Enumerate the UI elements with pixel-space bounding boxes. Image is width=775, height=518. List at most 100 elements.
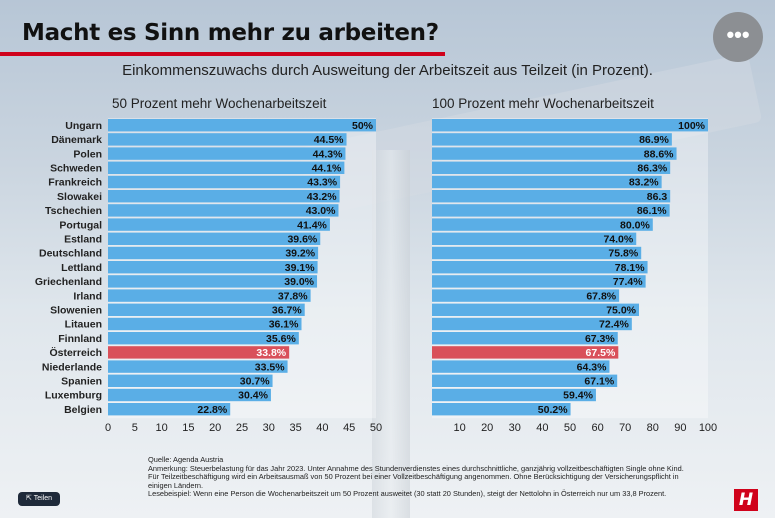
category-label-10: Lettland [61,262,102,274]
right-bar-0 [432,119,708,132]
right-value-label-6: 86.1% [637,205,667,217]
category-label-12: Irland [73,290,102,302]
brand-logo: H [734,489,758,511]
category-label-2: Polen [73,148,102,160]
right-xtick-4: 50 [564,422,576,434]
left-value-label-13: 36.7% [272,305,302,317]
left-bar-15 [108,332,299,345]
left-xtick-10: 50 [370,422,382,434]
left-xtick-9: 45 [343,422,355,434]
left-bar-7 [108,218,330,231]
right-bar-15 [432,332,618,345]
left-value-label-15: 35.6% [266,333,296,345]
right-value-label-4: 83.2% [629,177,659,189]
left-xtick-1: 5 [132,422,138,434]
right-xtick-6: 70 [619,422,631,434]
left-value-label-14: 36.1% [269,319,299,331]
left-bar-16 [108,346,290,359]
left-xtick-4: 20 [209,422,221,434]
right-value-label-1: 86.9% [639,134,669,146]
bar-chart: 50% Ungarn 44.5% Dänemark 44.3% Polen 44.1% Sch… [35,118,717,434]
page-title: Macht es Sinn mehr zu arbeiten? [22,20,439,46]
more-menu-button[interactable]: ••• [713,12,763,62]
left-value-label-3: 44.1% [312,163,342,175]
right-xtick-0: 10 [453,422,465,434]
right-value-label-16: 67.5% [586,347,616,359]
left-value-label-2: 44.3% [313,148,343,160]
left-bar-3 [108,161,345,174]
share-icon: ⇱ [26,495,34,502]
left-xtick-8: 40 [316,422,328,434]
right-bar-14 [432,317,632,331]
category-label-15: Finnland [58,333,102,345]
category-label-0: Ungarn [65,120,102,132]
left-bar-12 [108,289,311,302]
right-xtick-8: 90 [674,422,686,434]
right-value-label-14: 72.4% [599,319,629,331]
right-xtick-3: 40 [536,422,548,434]
right-bar-5 [432,190,671,203]
right-value-label-15: 67.3% [585,333,615,345]
left-value-label-1: 44.5% [314,134,344,146]
left-bar-18 [108,374,273,387]
category-label-19: Luxemburg [45,390,102,402]
category-label-9: Deutschland [39,248,102,260]
category-label-14: Litauen [65,319,102,331]
category-label-11: Griechenland [35,276,102,288]
right-value-label-18: 67.1% [584,376,614,388]
right-bar-13 [432,303,639,316]
category-label-13: Slowenien [50,305,102,317]
left-value-label-4: 43.3% [307,177,337,189]
chart-subtitle: Einkommenszuwachs durch Ausweitung der A… [122,62,653,79]
left-value-label-9: 39.2% [285,248,315,260]
right-value-label-11: 77.4% [613,276,643,288]
right-value-label-12: 67.8% [586,290,616,302]
left-value-label-19: 30.4% [238,390,268,402]
right-xtick-9: 100 [699,422,717,434]
left-value-label-10: 39.1% [285,262,315,274]
left-bar-11 [108,275,318,288]
left-panel-title: 50 Prozent mehr Wochenarbeitszeit [112,96,327,111]
category-label-18: Spanien [61,376,102,388]
right-xtick-7: 80 [647,422,659,434]
left-bar-14 [108,317,302,331]
right-bar-11 [432,275,646,288]
category-label-8: Estland [64,234,102,246]
left-value-label-5: 43.2% [307,191,337,203]
right-xtick-5: 60 [591,422,603,434]
category-label-20: Belgien [64,404,102,416]
right-xtick-2: 30 [509,422,521,434]
right-value-label-8: 74.0% [603,234,633,246]
left-bar-8 [108,232,321,245]
category-label-7: Portugal [59,219,102,231]
right-value-label-7: 80.0% [620,219,650,231]
left-bar-4 [108,175,341,189]
left-bar-9 [108,246,319,260]
left-value-label-16: 33.8% [256,347,286,359]
right-value-label-10: 78.1% [615,262,645,274]
left-xtick-3: 15 [182,422,194,434]
right-xtick-1: 20 [481,422,493,434]
right-value-label-9: 75.8% [608,248,638,260]
right-value-label-3: 86.3% [637,163,667,175]
remark-note: Anmerkung: Steuerbelastung für das Jahr … [148,463,684,490]
left-xtick-0: 0 [105,422,111,434]
share-label: Teilen [33,495,52,502]
source-note: Quelle: Agenda Austria [148,455,224,464]
right-bar-17 [432,360,610,373]
left-bar-1 [108,133,347,146]
right-bar-9 [432,246,642,260]
left-bar-6 [108,204,339,217]
share-button[interactable]: ⇱ Teilen [18,492,60,506]
left-value-label-6: 43.0% [306,205,336,217]
chart-notes: Quelle: Agenda Austria Anmerkung: Steuer… [148,455,690,499]
right-value-label-13: 75.0% [606,305,636,317]
right-bar-18 [432,374,618,387]
left-value-label-12: 37.8% [278,290,308,302]
left-bar-13 [108,303,305,316]
right-value-label-2: 88.6% [644,148,674,160]
title-bar: Macht es Sinn mehr zu arbeiten? [0,8,450,56]
left-bar-20 [108,403,231,416]
right-bar-1 [432,133,672,146]
left-value-label-0: 50% [352,120,374,132]
